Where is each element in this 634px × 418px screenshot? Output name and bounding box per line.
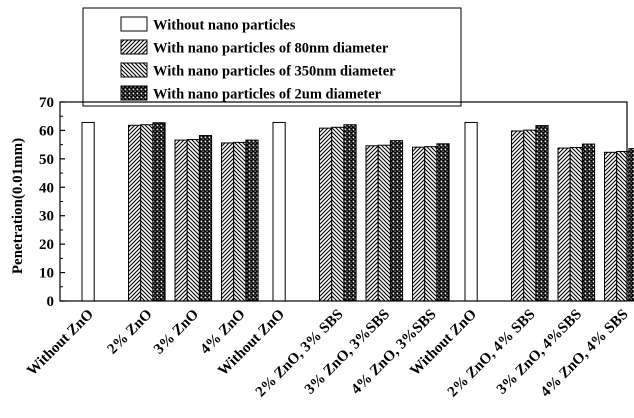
bars: [81, 121, 634, 302]
bar: [557, 147, 571, 302]
bar: [424, 146, 438, 302]
bar: [511, 130, 525, 302]
bar: [535, 125, 549, 302]
bar: [569, 146, 583, 302]
x-tick-label: 2% ZnO: [105, 307, 156, 358]
bar: [331, 126, 345, 302]
bar: [365, 145, 379, 302]
x-tick-label: 4% ZnO, 4% SBS: [538, 307, 632, 401]
y-tick-label: 70: [39, 95, 54, 111]
legend-swatch: [120, 16, 148, 32]
legend-swatch: [120, 39, 148, 55]
bar: [436, 143, 450, 302]
bar: [628, 148, 634, 302]
legend-label: With nano particles of 2um diameter: [153, 87, 382, 103]
y-tick-label: 30: [39, 209, 54, 225]
y-tick-label: 20: [39, 237, 54, 253]
y-tick-label: 60: [39, 123, 54, 139]
y-tick-label: 0: [47, 294, 55, 310]
legend: Without nano particles With nano particle…: [82, 7, 462, 107]
y-tick-labels: 0 10 20 30 40 50 60 70: [39, 95, 54, 310]
bar: [464, 121, 478, 302]
bar: [523, 129, 537, 302]
bar: [174, 139, 188, 302]
bar: [389, 140, 404, 302]
bar: [377, 144, 391, 302]
bar: [604, 151, 618, 302]
legend-swatch: [120, 62, 148, 78]
legend-label: With nano particles of 80nm diameter: [153, 41, 389, 57]
x-tick-label: 3% ZnO, 3%SBS: [302, 307, 393, 398]
x-tick-label: 3% ZnO: [151, 307, 202, 358]
bar: [319, 127, 333, 302]
legend-swatch: [120, 85, 148, 101]
bar: [81, 121, 95, 302]
bar: [581, 143, 596, 302]
y-tick-label: 10: [39, 266, 54, 282]
bar: [343, 124, 357, 302]
bar: [233, 141, 247, 302]
y-tick-label: 40: [39, 180, 54, 196]
legend-label: Without nano particles: [153, 18, 296, 34]
bar: [186, 139, 200, 302]
x-tick-label: 3% ZnO, 4%SBS: [494, 307, 585, 398]
bar: [152, 122, 166, 302]
y-tick-label: 50: [39, 152, 54, 168]
bar: [412, 146, 426, 302]
bar: [245, 139, 259, 302]
bar: [128, 124, 142, 302]
x-tick-label: Without ZnO: [24, 307, 97, 380]
y-axis-label: Penetration(0.01mm): [10, 138, 26, 274]
bar: [140, 124, 154, 302]
bar: [198, 135, 213, 302]
bar: [221, 142, 235, 302]
axes: [59, 101, 628, 302]
bar: [272, 121, 286, 302]
legend-label: With nano particles of 350nm diameter: [153, 64, 396, 80]
